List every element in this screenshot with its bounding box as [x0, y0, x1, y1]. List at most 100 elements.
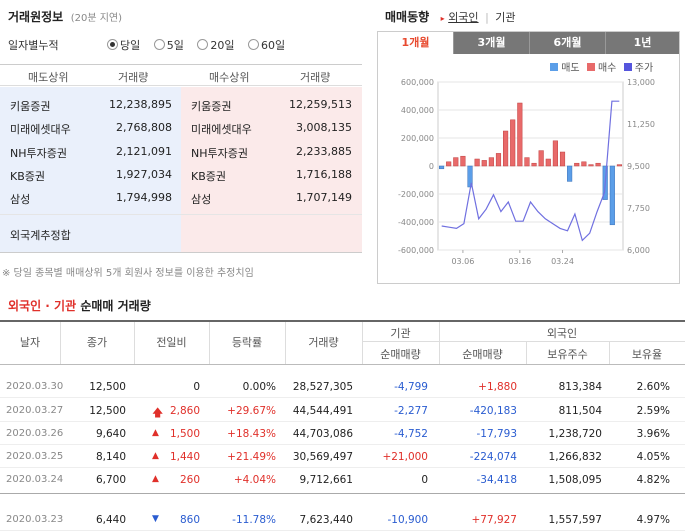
row-rate: +21.49% [227, 451, 276, 463]
period-option-5d[interactable]: 5일 [153, 39, 184, 52]
row-date: 2020.03.24 [6, 474, 64, 485]
row-ratio: 4.97% [636, 514, 670, 526]
link-institution[interactable]: 기관 [495, 11, 516, 24]
bar [559, 151, 566, 167]
row-volume: 28,527,305 [292, 381, 353, 393]
buy-name: 삼성 [191, 193, 212, 206]
upper-limit-icon: 🡅 [152, 406, 164, 419]
row-rate: +18.43% [227, 428, 276, 440]
section-header: 거래원정보 (20분 지연) [8, 8, 122, 25]
row-divider [0, 493, 685, 494]
y-left-tick: -600,000 [398, 246, 434, 255]
row-hold: 1,557,597 [548, 514, 602, 526]
tab-1month[interactable]: 1개월 [378, 32, 453, 54]
header-buy-volume: 거래량 [300, 71, 331, 84]
col-group-foreign: 외국인 [546, 327, 578, 340]
header-buy-top: 매수상위 [209, 71, 250, 84]
price-line [441, 100, 620, 242]
row-change: 860 [179, 514, 200, 526]
up-arrow-icon: ▲ [152, 451, 159, 461]
bar [567, 165, 573, 182]
col-close: 종가 [86, 336, 108, 349]
bar [524, 157, 530, 167]
bar [438, 165, 445, 170]
row-hold: 1,266,832 [548, 451, 602, 463]
trend-chart-panel: 1개월 3개월 6개월 1년 매도 매수 주가 600,000 400,000 20… [377, 31, 680, 284]
period-option-today[interactable]: 당일 [107, 39, 140, 52]
legend-buy: 매수 [597, 63, 617, 74]
bar [453, 157, 459, 167]
radio-icon[interactable] [153, 39, 165, 50]
period-option-60d[interactable]: 60일 [248, 39, 285, 52]
period-label: 일자별누적 [8, 39, 59, 52]
row-volume: 7,623,440 [299, 514, 353, 526]
arrow-icon: ▸ [440, 14, 445, 23]
row-close: 6,440 [95, 514, 126, 526]
delay-note: (20분 지연) [70, 13, 123, 24]
row-hold: 1,508,095 [548, 474, 602, 486]
row-date: 2020.03.25 [6, 451, 64, 462]
row-foreign: +77,927 [471, 514, 517, 526]
row-change: 0 [193, 381, 200, 393]
radio-icon[interactable] [107, 39, 118, 50]
sell-volume: 12,238,895 [109, 98, 172, 111]
tab-3month[interactable]: 3개월 [453, 32, 529, 54]
row-ratio: 2.59% [636, 405, 670, 417]
sell-panel [0, 87, 181, 252]
header-sell-volume: 거래량 [118, 71, 149, 84]
y-left-tick: 400,000 [401, 106, 434, 115]
separator: | [485, 11, 489, 24]
y-right-tick: 6,000 [627, 246, 650, 255]
sell-name: 미래에셋대우 [10, 123, 71, 136]
link-foreign[interactable]: 외국인 [448, 11, 479, 24]
bar [495, 153, 502, 167]
y-left-tick: -400,000 [398, 218, 434, 227]
legend-swatch-price [623, 63, 632, 71]
sell-volume: 2,121,091 [116, 145, 172, 158]
divider [0, 214, 362, 215]
col-holdings: 보유주수 [547, 348, 588, 361]
tab-6month[interactable]: 6개월 [529, 32, 605, 54]
bar [545, 158, 551, 167]
row-change: 2,860 [169, 405, 200, 417]
row-rate: +29.67% [227, 405, 276, 417]
buy-volume: 3,008,135 [296, 121, 352, 134]
sell-name: 키움증권 [10, 100, 51, 113]
table-top-border [0, 320, 685, 322]
col-foreign-net: 순매매량 [462, 348, 503, 361]
period-option-20d[interactable]: 20일 [197, 39, 235, 52]
y-left-tick: 600,000 [401, 78, 434, 87]
bar [510, 119, 516, 167]
bar [574, 162, 580, 167]
row-hold: 813,384 [558, 381, 602, 393]
radio-icon[interactable] [197, 39, 209, 50]
row-inst: -2,277 [394, 405, 428, 417]
bar [488, 157, 494, 167]
period-options: 당일 5일 20일 60일 [107, 37, 285, 53]
legend-swatch-buy [586, 63, 595, 71]
row-inst: -10,900 [387, 514, 428, 526]
up-arrow-icon: ▲ [152, 428, 159, 438]
col-group-institution: 기관 [390, 327, 411, 340]
row-change: 1,440 [169, 451, 200, 463]
col-rate: 등락률 [231, 336, 263, 349]
buy-volume: 12,259,513 [289, 98, 352, 111]
bar [616, 164, 623, 167]
title-highlight: 외국인 · 기관 [8, 299, 77, 313]
x-tick-label: 03.06 [451, 257, 474, 266]
row-foreign: -224,074 [469, 451, 517, 463]
col-date: 날자 [19, 336, 41, 349]
tab-1year[interactable]: 1년 [605, 32, 679, 54]
bar [474, 158, 480, 167]
row-rate: 0.00% [242, 381, 276, 393]
sell-volume: 1,794,998 [116, 191, 172, 204]
buy-volume: 1,716,188 [296, 168, 352, 181]
trend-header: 매매동향 ▸ 외국인 | 기관 [385, 8, 516, 25]
row-divider [0, 467, 685, 468]
row-inst: 0 [421, 474, 428, 486]
sell-name: KB증권 [10, 170, 45, 183]
y-right-tick: 7,750 [627, 204, 650, 213]
radio-icon[interactable] [248, 39, 259, 50]
bar [538, 150, 544, 167]
row-inst: +21,000 [382, 451, 428, 463]
